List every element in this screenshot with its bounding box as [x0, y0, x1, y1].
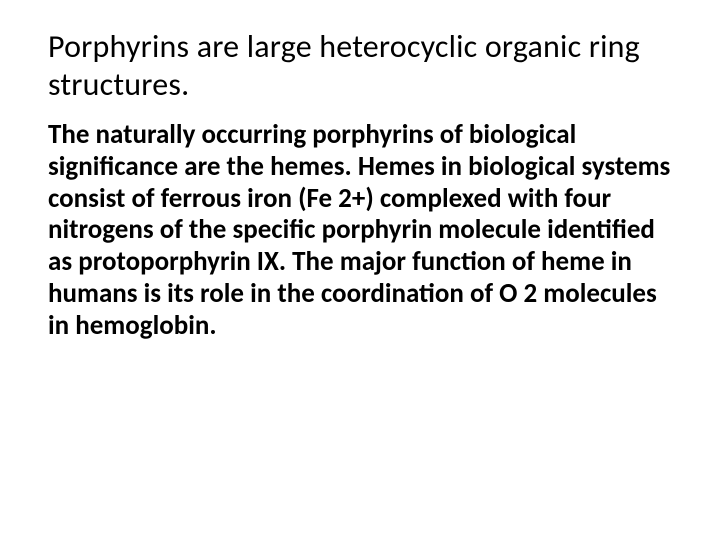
slide-body-text: The naturally occurring porphyrins of bi…: [48, 119, 672, 342]
slide-title: Porphyrins are large heterocyclic organi…: [48, 28, 672, 105]
slide: Porphyrins are large heterocyclic organi…: [0, 0, 720, 540]
